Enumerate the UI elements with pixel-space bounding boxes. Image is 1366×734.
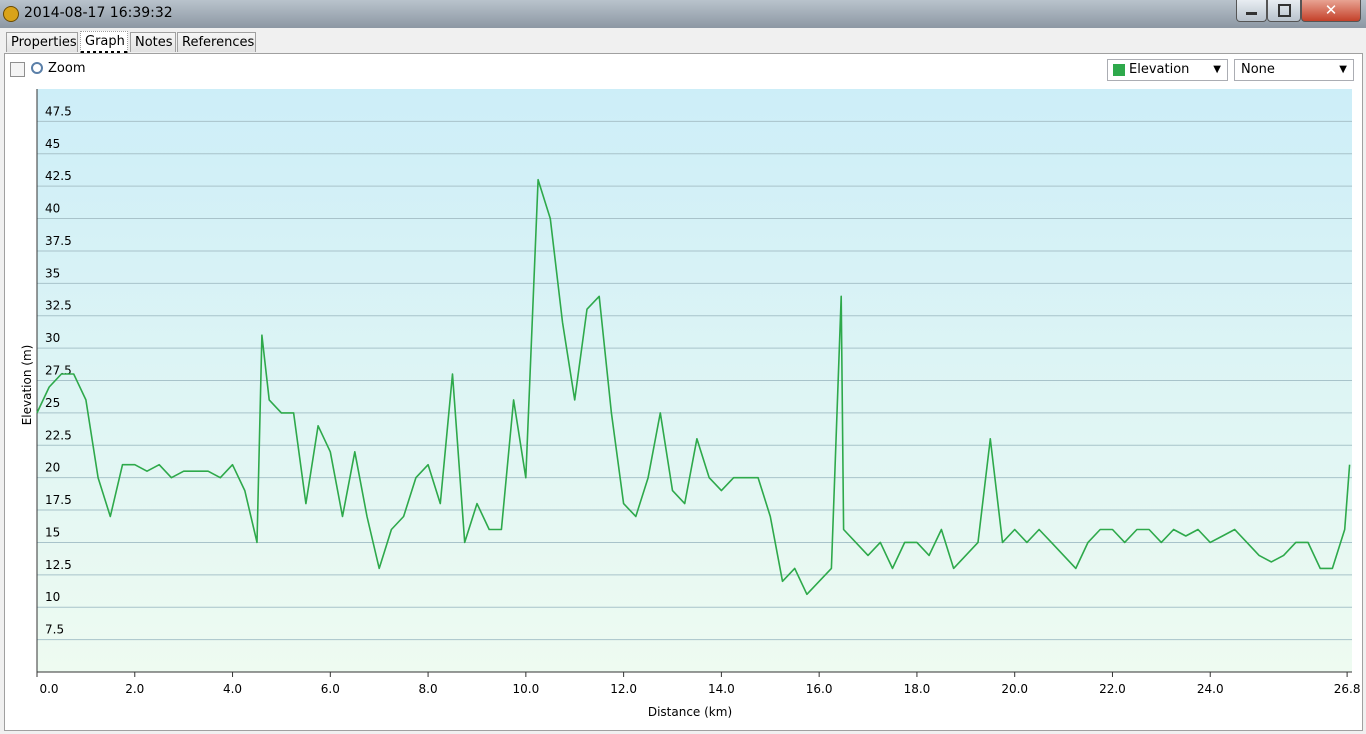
tab-active[interactable]: Graph xyxy=(80,31,128,54)
tab[interactable]: Notes xyxy=(130,32,176,52)
x-tick-label: 14.0 xyxy=(708,682,735,696)
y-axis-title: Elevation (m) xyxy=(20,345,34,426)
elevation-line xyxy=(36,178,1351,596)
y-tick-label: 17.5 xyxy=(45,493,72,507)
zoom-label: Zoom xyxy=(48,61,86,76)
y-tick-label: 47.5 xyxy=(45,104,72,118)
y-tick-label: 25 xyxy=(45,396,60,410)
tab[interactable]: References xyxy=(177,32,256,52)
y-tick-label: 27.5 xyxy=(45,364,72,378)
window-title: 2014-08-17 16:39:32 xyxy=(24,5,173,21)
x-tick-label: 10.0 xyxy=(512,682,539,696)
x-axis-title: Distance (km) xyxy=(648,705,732,719)
y-tick-label: 20 xyxy=(45,461,60,475)
zoom-checkbox[interactable] xyxy=(10,62,25,77)
y-tick-label: 32.5 xyxy=(45,299,72,313)
x-tick-label: 6.0 xyxy=(321,682,340,696)
y-tick-label: 35 xyxy=(45,266,60,280)
x-tick-label: 22.0 xyxy=(1099,682,1126,696)
restore-button[interactable] xyxy=(1267,0,1301,22)
x-tick-label: 18.0 xyxy=(904,682,931,696)
x-tick-label: 2.0 xyxy=(125,682,144,696)
series-select[interactable]: Elevation ▼ xyxy=(1107,59,1228,81)
legend-label: Elevation xyxy=(1129,62,1190,77)
dropdown-arrow: ▼ xyxy=(1213,64,1221,75)
app-icon xyxy=(3,6,19,22)
secondary-label: None xyxy=(1241,62,1275,77)
zoom-icon xyxy=(31,62,43,74)
y-tick-label: 45 xyxy=(45,137,60,151)
y-tick-label: 37.5 xyxy=(45,234,72,248)
close-button[interactable]: ✕ xyxy=(1301,0,1361,22)
y-tick-label: 10 xyxy=(45,590,60,604)
legend-swatch xyxy=(1113,64,1125,76)
y-tick-label: 15 xyxy=(45,525,60,539)
y-tick-label: 12.5 xyxy=(45,558,72,572)
tab[interactable]: Properties xyxy=(6,32,78,52)
x-tick-label: 24.0 xyxy=(1197,682,1224,696)
x-tick-label: 26.8 xyxy=(1334,682,1361,696)
x-tick-label: 12.0 xyxy=(610,682,637,696)
x-tick-label: 0.0 xyxy=(39,682,58,696)
y-tick-label: 40 xyxy=(45,202,60,216)
x-tick-label: 8.0 xyxy=(419,682,438,696)
x-tick-label: 16.0 xyxy=(806,682,833,696)
minimize-button[interactable] xyxy=(1236,0,1267,22)
y-tick-label: 7.5 xyxy=(45,623,64,637)
y-tick-label: 42.5 xyxy=(45,169,72,183)
dropdown-arrow: ▼ xyxy=(1339,64,1347,75)
y-tick-label: 30 xyxy=(45,331,60,345)
x-tick-label: 20.0 xyxy=(1001,682,1028,696)
secondary-select[interactable]: None ▼ xyxy=(1234,59,1354,81)
title-bar: 2014-08-17 16:39:32 ✕ xyxy=(0,0,1366,28)
y-tick-label: 22.5 xyxy=(45,428,72,442)
x-tick-label: 4.0 xyxy=(223,682,242,696)
